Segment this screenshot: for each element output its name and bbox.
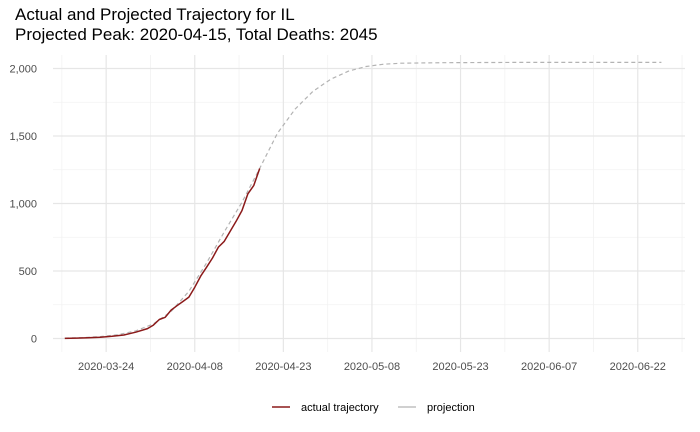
x-tick-label: 2020-05-23 <box>432 361 488 373</box>
legend-label: projection <box>427 402 475 414</box>
y-tick-label: 500 <box>19 266 37 278</box>
y-tick-label: 1,000 <box>9 199 37 211</box>
legend-label: actual trajectory <box>301 402 379 414</box>
x-tick-label: 2020-06-07 <box>521 361 577 373</box>
chart-subtitle: Projected Peak: 2020-04-15, Total Deaths… <box>15 25 378 44</box>
x-tick-label: 2020-04-08 <box>167 361 223 373</box>
y-tick-label: 1,500 <box>9 131 37 143</box>
x-tick-label: 2020-06-22 <box>610 361 666 373</box>
series-line-actual-trajectory <box>64 168 261 340</box>
chart-title: Actual and Projected Trajectory for IL <box>15 5 295 24</box>
x-tick-label: 2020-04-23 <box>255 361 311 373</box>
series <box>64 61 662 340</box>
y-tick-label: 0 <box>31 334 37 346</box>
grid <box>53 55 685 352</box>
legend: actual trajectory projection <box>272 402 475 414</box>
series-line-projection <box>64 61 662 339</box>
y-tick-label: 2,000 <box>9 64 37 76</box>
x-tick-label: 2020-05-08 <box>344 361 400 373</box>
x-tick-label: 2020-03-24 <box>78 361 134 373</box>
axes: 0 500 1,000 1,500 2,000 2020-03-24 2020-04-08 2… <box>9 64 665 374</box>
